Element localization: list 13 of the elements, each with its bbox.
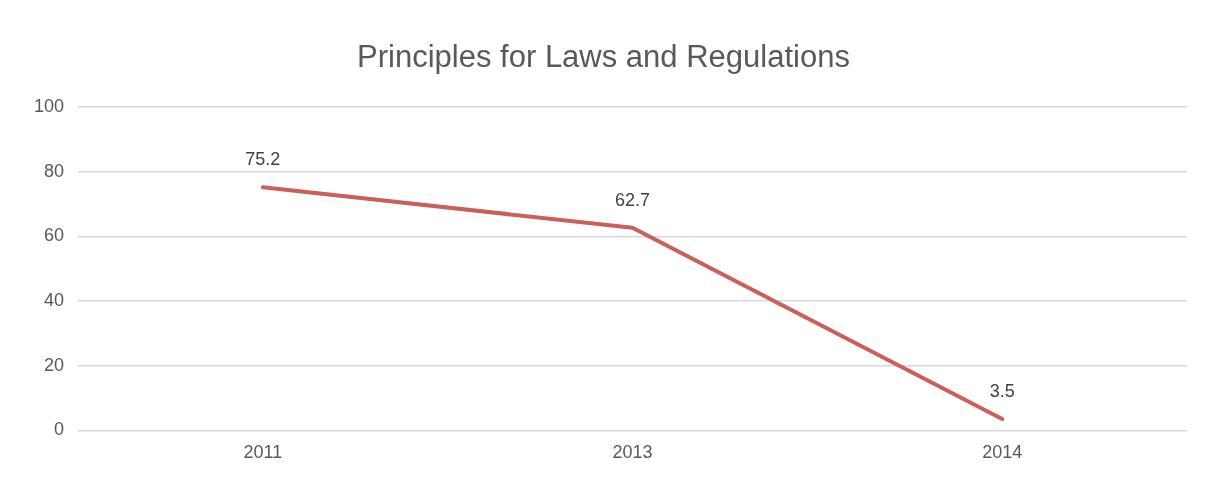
data-label: 3.5	[989, 381, 1015, 402]
data-label: 62.7	[614, 189, 651, 210]
x-tick-label: 2013	[612, 442, 653, 463]
y-tick-label: 100	[33, 96, 65, 117]
y-tick-label: 20	[44, 354, 65, 375]
y-tick-label: 40	[44, 290, 65, 311]
y-tick-label: 80	[44, 160, 65, 181]
y-tick-label: 0	[54, 419, 65, 440]
chart-title: Principles for Laws and Regulations	[357, 39, 850, 75]
y-tick-label: 60	[44, 225, 65, 246]
x-tick-label: 2014	[982, 442, 1023, 463]
data-label: 75.2	[245, 149, 281, 170]
x-tick-label: 2011	[243, 442, 283, 463]
